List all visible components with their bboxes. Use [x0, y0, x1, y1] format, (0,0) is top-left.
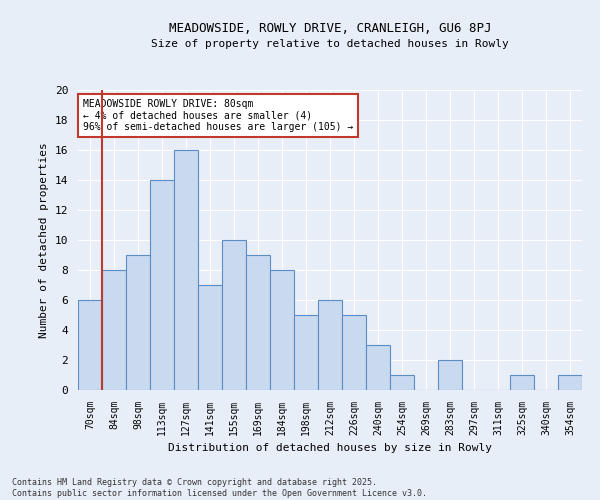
Text: Size of property relative to detached houses in Rowly: Size of property relative to detached ho… — [151, 39, 509, 49]
Bar — [510, 375, 534, 390]
Bar — [342, 315, 366, 390]
Bar — [366, 345, 390, 390]
Text: Contains HM Land Registry data © Crown copyright and database right 2025.
Contai: Contains HM Land Registry data © Crown c… — [12, 478, 427, 498]
Bar — [246, 255, 270, 390]
Bar — [102, 270, 126, 390]
Bar — [126, 255, 150, 390]
Bar — [390, 375, 414, 390]
Bar — [222, 240, 246, 390]
Text: MEADOWSIDE, ROWLY DRIVE, CRANLEIGH, GU6 8PJ: MEADOWSIDE, ROWLY DRIVE, CRANLEIGH, GU6 … — [169, 22, 491, 36]
Bar — [438, 360, 462, 390]
X-axis label: Distribution of detached houses by size in Rowly: Distribution of detached houses by size … — [168, 444, 492, 454]
Y-axis label: Number of detached properties: Number of detached properties — [39, 142, 49, 338]
Bar — [318, 300, 342, 390]
Bar — [174, 150, 198, 390]
Bar — [558, 375, 582, 390]
Bar — [270, 270, 294, 390]
Bar — [78, 300, 102, 390]
Bar — [198, 285, 222, 390]
Bar — [150, 180, 174, 390]
Text: MEADOWSIDE ROWLY DRIVE: 80sqm
← 4% of detached houses are smaller (4)
96% of sem: MEADOWSIDE ROWLY DRIVE: 80sqm ← 4% of de… — [83, 99, 353, 132]
Bar — [294, 315, 318, 390]
